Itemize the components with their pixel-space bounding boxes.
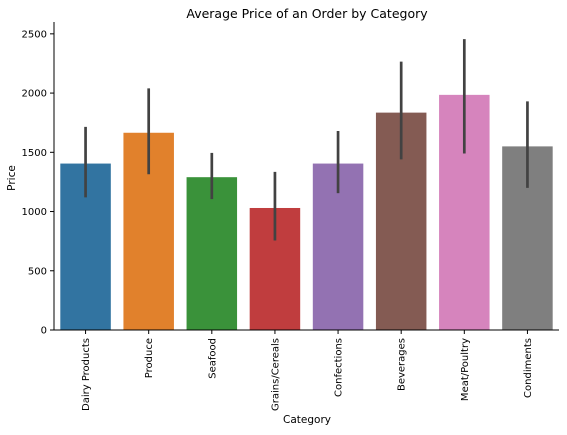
bars [60, 94, 553, 330]
x-tick-label: Dairy Products [81, 338, 92, 411]
y-tick-label: 1000 [22, 207, 47, 218]
x-tick-label: Grains/Cereals [270, 338, 281, 411]
y-tick-label: 500 [28, 266, 47, 277]
y-tick-label: 1500 [22, 148, 47, 159]
chart-title: Average Price of an Order by Category [186, 6, 428, 21]
y-tick-label: 2000 [22, 89, 47, 100]
x-axis-ticks: Dairy Products Produce Seafood Grains/Cerea… [81, 330, 534, 411]
x-tick-label: Meat/Poultry [460, 338, 471, 401]
x-tick-label: Seafood [207, 338, 218, 379]
y-axis-label: Price [6, 165, 18, 191]
x-tick-label: Beverages [397, 338, 408, 391]
x-tick-label: Produce [144, 338, 155, 378]
x-tick-label: Condiments [523, 338, 534, 398]
x-tick-label: Confections [334, 338, 345, 397]
y-tick-label: 2500 [22, 29, 47, 40]
error-bars [84, 39, 529, 241]
x-axis-label: Category [283, 414, 331, 426]
bar [186, 177, 238, 330]
y-axis-ticks: 0 500 1000 1500 2000 2500 [22, 29, 54, 337]
y-tick-label: 0 [41, 326, 47, 337]
